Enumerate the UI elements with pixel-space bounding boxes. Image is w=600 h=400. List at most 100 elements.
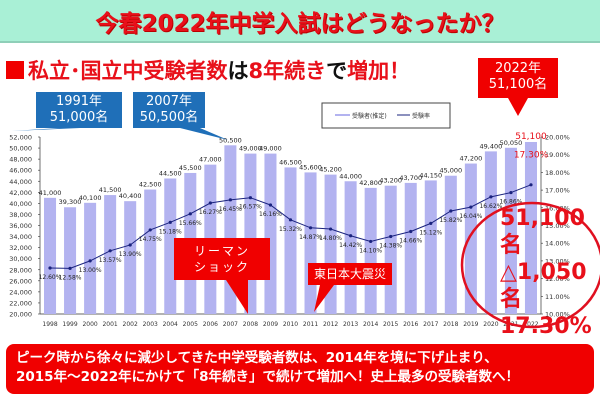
bar-2016 (404, 182, 417, 314)
callout-lehman-line2: ショック (193, 260, 250, 274)
left-axis-tick: 24,000 (9, 288, 32, 296)
bar-value-label: 44,150 (419, 171, 442, 179)
callout-1991: 1991年 51,000名 (36, 92, 122, 128)
bar-value-label: 39,300 (59, 198, 82, 206)
summary-rate: 17.30% (500, 314, 592, 339)
rate-point (148, 228, 152, 232)
right-axis-tick: 10.00% (545, 311, 570, 319)
rate-value-label: 14.87% (299, 234, 322, 241)
summary-box: 51,100名 △1,050名 17.30% (500, 205, 600, 340)
rate-value-label: 13.90% (119, 251, 142, 258)
rate-point (228, 198, 232, 202)
bar-value-label: 49,000 (239, 145, 262, 153)
bar-2021 (504, 147, 517, 314)
x-axis-tick: 2007 (223, 321, 238, 328)
bar-value-label: 50,050 (500, 139, 523, 147)
bar-2017 (424, 180, 437, 314)
bar-1999 (64, 207, 77, 314)
rate-value-label: 17.30% (514, 151, 549, 161)
chart-subtitle: 私立･国立中受験者数 は 8年続き で 増加！ (6, 54, 410, 86)
right-axis-tick: 15.00% (545, 222, 570, 230)
right-axis-tick: 18.00% (545, 169, 570, 177)
left-axis-tick: 52,000 (9, 134, 32, 142)
x-axis-tick: 2022 (523, 321, 538, 328)
rate-point (128, 243, 132, 247)
rate-point (369, 239, 373, 244)
callout-2022-pointer (508, 98, 528, 116)
left-axis-tick: 32,000 (9, 244, 32, 252)
rate-value-label: 16.86% (499, 199, 522, 206)
callout-2022-value: 51,100名 (488, 77, 548, 92)
x-axis-tick: 2017 (423, 321, 438, 328)
bottom-note: ピーク時から徐々に減少してきた中学受験者数は、2014年を境に下げ止まり、 20… (6, 344, 594, 394)
rate-point (409, 229, 413, 234)
rate-point (429, 221, 433, 225)
callout-2007-pointer (180, 128, 228, 140)
x-axis-tick: 1999 (62, 321, 77, 328)
rate-point (88, 259, 92, 263)
summary-change: △1,050名 (500, 260, 587, 312)
callout-2007: 2007年 50,500名 (133, 92, 205, 128)
callout-earthquake: 東日本大震災 (308, 263, 392, 285)
bar-value-label: 45,600 (299, 163, 322, 171)
callout-2007-year: 2007年 (145, 94, 193, 109)
x-axis-tick: 2012 (323, 321, 338, 328)
rate-value-label: 16.57% (239, 204, 262, 211)
left-axis-tick: 44,000 (9, 178, 32, 186)
subtitle-part2: は (227, 59, 249, 83)
bar-value-label: 47,000 (199, 156, 222, 164)
bar-2002 (124, 201, 137, 314)
rate-point (529, 183, 533, 187)
right-axis-tick: 13.00% (545, 257, 570, 265)
x-axis-tick: 2004 (163, 321, 178, 328)
left-axis-tick: 26,000 (9, 277, 32, 285)
x-axis-tick: 2008 (243, 321, 258, 328)
bar-2003 (144, 189, 157, 314)
rate-value-label: 12.58% (59, 274, 82, 281)
callout-1991-value: 51,000名 (49, 110, 109, 125)
bar-value-label: 43,700 (399, 174, 422, 182)
rate-value-label: 14.75% (139, 236, 162, 243)
bar-2001 (104, 195, 117, 314)
rate-value-label: 12.60% (39, 274, 62, 281)
rate-point (469, 205, 473, 209)
rate-point (288, 218, 293, 222)
subtitle-part5: 増加！ (347, 59, 411, 83)
bar-value-label: 49,000 (259, 145, 282, 153)
bar-2018 (444, 175, 457, 314)
x-axis-tick: 2020 (483, 321, 498, 328)
rate-value-label: 16.04% (459, 213, 482, 220)
bottom-note-line2: 2015年～2022年にかけて「8年続き」で続けて増加へ！史上最多の受験者数へ！ (16, 369, 520, 385)
rate-value-label: 16.16% (259, 211, 282, 218)
x-axis-tick: 2002 (123, 321, 138, 328)
x-axis-tick: 2009 (263, 321, 278, 328)
right-axis-tick: 12.00% (545, 275, 570, 283)
callout-2022-year: 2022年 (494, 61, 542, 76)
rate-point (308, 226, 313, 230)
bar-value-label: 42,500 (139, 181, 162, 189)
left-axis-tick: 48,000 (9, 156, 32, 164)
legend-line-label: 受験率 (412, 112, 430, 120)
bar-2015 (384, 185, 397, 314)
right-axis-tick: 19.00% (545, 151, 570, 159)
rate-point (268, 203, 273, 207)
callout-lehman-shock: リーマン ショック (174, 238, 270, 280)
x-axis-tick: 2005 (183, 321, 198, 328)
rate-point (108, 249, 112, 253)
bar-value-label: 47,200 (459, 155, 482, 163)
rate-point (389, 234, 393, 239)
right-axis-tick: 17.00% (545, 187, 570, 195)
x-axis-tick: 2010 (283, 321, 298, 328)
callout-earthquake-label: 東日本大震災 (313, 267, 386, 281)
rate-point (208, 201, 212, 205)
rate-value-label: 15.18% (159, 228, 182, 235)
bar-value-label: 44,000 (339, 172, 362, 180)
rate-point (449, 209, 453, 213)
rate-point (48, 266, 52, 270)
bar-2019 (464, 163, 477, 314)
x-axis-tick: 2001 (102, 321, 117, 328)
rate-value-label: 14.38% (379, 242, 402, 249)
bar-2022 (524, 141, 537, 314)
rate-value-label: 13.57% (99, 257, 122, 264)
summary-count: 51,100名 (500, 206, 585, 258)
